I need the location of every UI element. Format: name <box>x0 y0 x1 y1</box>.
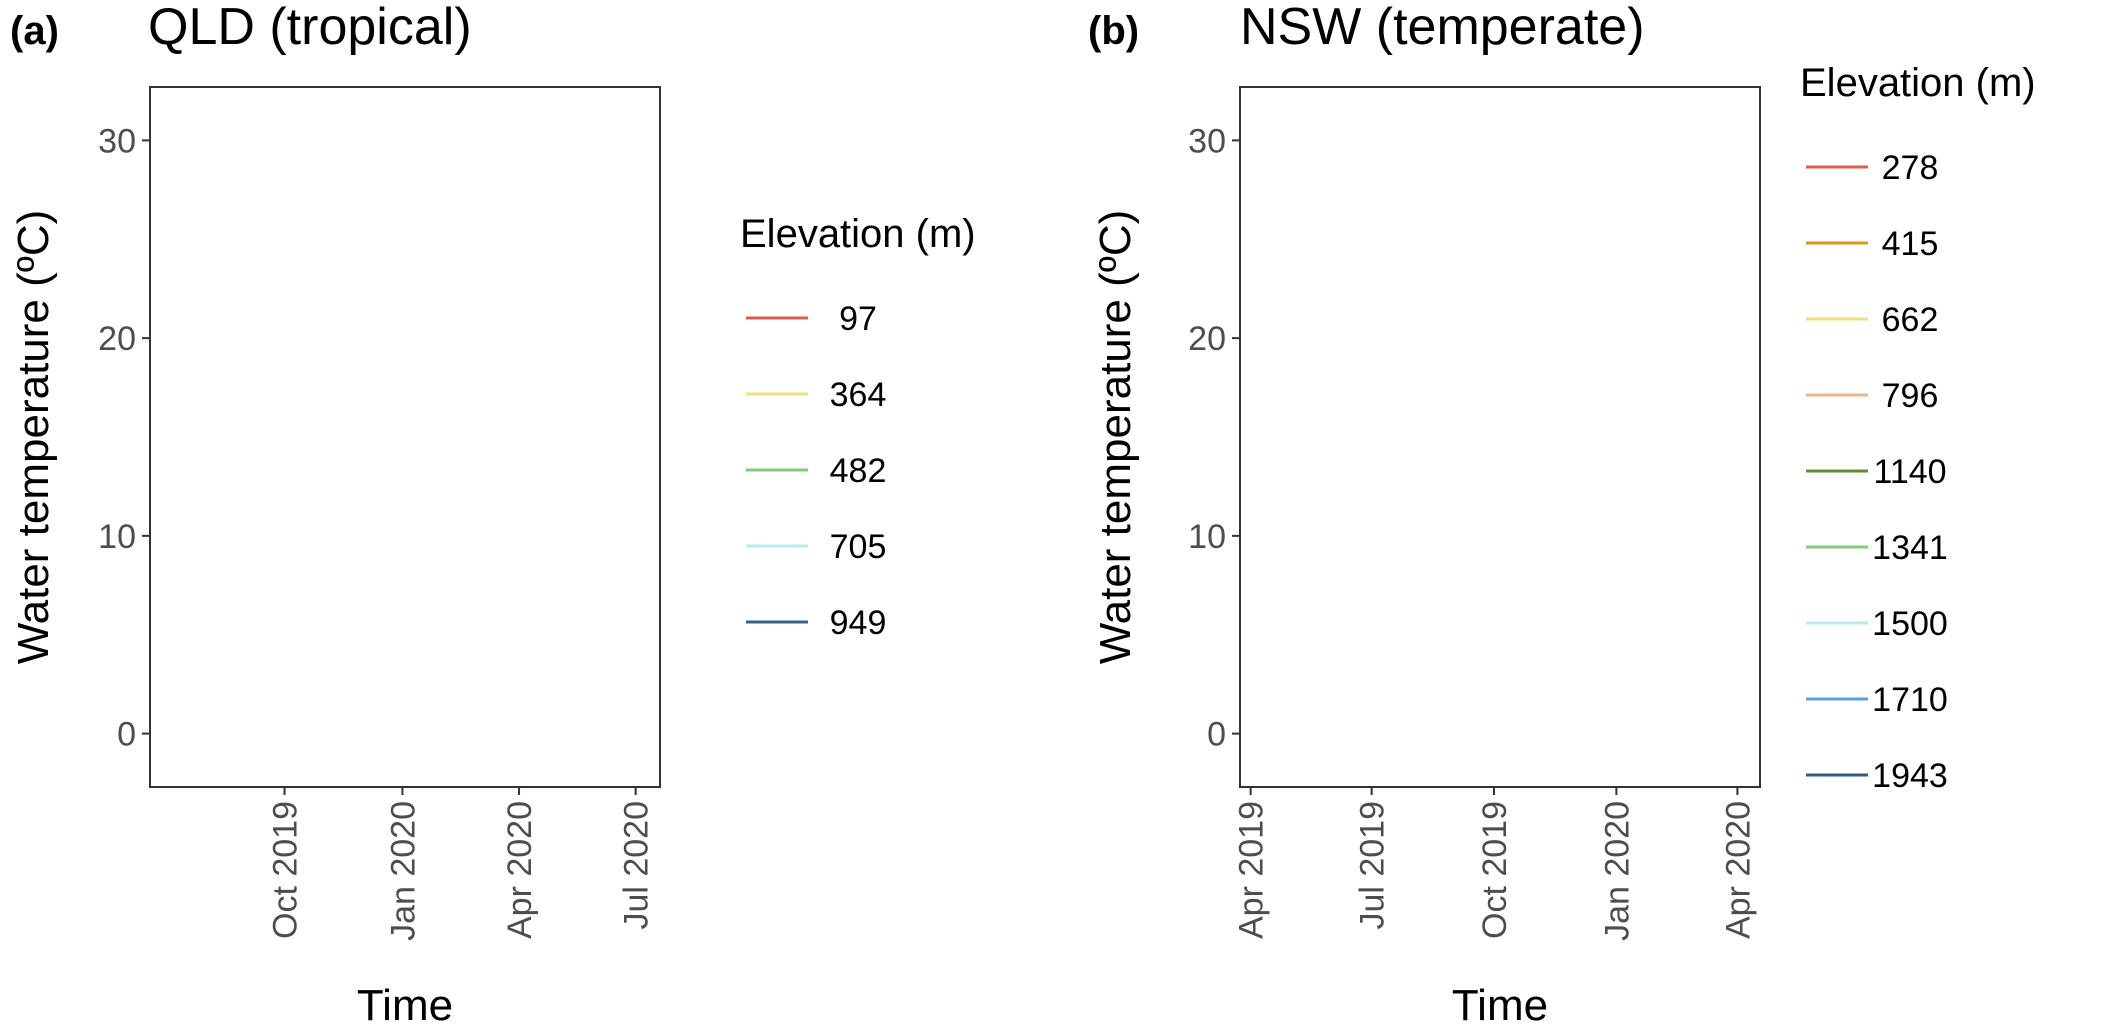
y-tick-label: 0 <box>1207 716 1226 754</box>
x-tick-label: Apr 2019 <box>1233 801 1271 939</box>
legend-title: Elevation (m) <box>740 212 976 256</box>
chart-title: NSW (temperate) <box>1240 0 1645 56</box>
legend-title: Elevation (m) <box>1800 61 2036 105</box>
y-tick-label: 20 <box>1188 320 1226 358</box>
y-tick-label: 20 <box>98 320 136 358</box>
y-tick-label: 30 <box>98 122 136 160</box>
chart-qld-tropical: (a) QLD (tropical) 0 10 20 30 Oct 2019 Jan 2020… <box>9 0 976 1030</box>
x-tick-label: Oct 2019 <box>267 801 305 939</box>
legend-label-1943: 1943 <box>1872 757 1948 795</box>
y-tick-label: 30 <box>1188 122 1226 160</box>
y-axis-title: Water temperature (ºC) <box>1091 210 1140 665</box>
x-tick-label: Oct 2019 <box>1476 801 1514 939</box>
plot-frame <box>149 86 661 788</box>
panel-a-qld: (a) QLD (tropical) 0 10 20 30 Oct 2019 Jan 2020… <box>0 0 1064 1030</box>
y-tick-label: 0 <box>117 716 136 754</box>
legend-label-1140: 1140 <box>1873 453 1946 491</box>
x-tick-label: Apr 2020 <box>1719 801 1757 939</box>
legend-label-482: 482 <box>830 452 887 490</box>
x-tick-label: Apr 2020 <box>501 801 539 939</box>
legend-label-1710: 1710 <box>1872 681 1948 719</box>
legend-label-705: 705 <box>830 528 887 566</box>
chart-nsw-temperate: (b) NSW (temperate) 0 10 20 30 Apr 2019 Jul 201… <box>1088 0 2036 1030</box>
x-axis-title: Time <box>1452 981 1548 1028</box>
x-tick-label: Jan 2020 <box>384 801 422 941</box>
chart-title: QLD (tropical) <box>148 0 472 56</box>
legend-label-1341: 1341 <box>1872 529 1948 567</box>
legend-label-949: 949 <box>830 604 887 642</box>
panel-label: (a) <box>10 9 59 53</box>
x-tick-label: Jul 2019 <box>1354 801 1392 930</box>
legend-label-364: 364 <box>830 376 887 414</box>
legend-label-415: 415 <box>1882 225 1939 263</box>
legend-label-278: 278 <box>1882 149 1939 187</box>
panel-b-nsw: (b) NSW (temperate) 0 10 20 30 Apr 2019 Jul 201… <box>1080 0 2128 1030</box>
x-tick-label: Jul 2020 <box>618 801 656 930</box>
x-tick-label: Jan 2020 <box>1598 801 1636 941</box>
x-axis-title: Time <box>357 981 453 1028</box>
legend-label-97: 97 <box>839 300 877 338</box>
legend-label-662: 662 <box>1882 301 1939 339</box>
y-axis-title: Water temperature (ºC) <box>9 210 58 665</box>
legend-label-796: 796 <box>1882 377 1939 415</box>
panel-label: (b) <box>1088 9 1139 53</box>
plot-frame <box>1239 86 1761 788</box>
y-tick-label: 10 <box>98 518 136 556</box>
y-tick-label: 10 <box>1188 518 1226 556</box>
legend-label-1500: 1500 <box>1872 605 1948 643</box>
